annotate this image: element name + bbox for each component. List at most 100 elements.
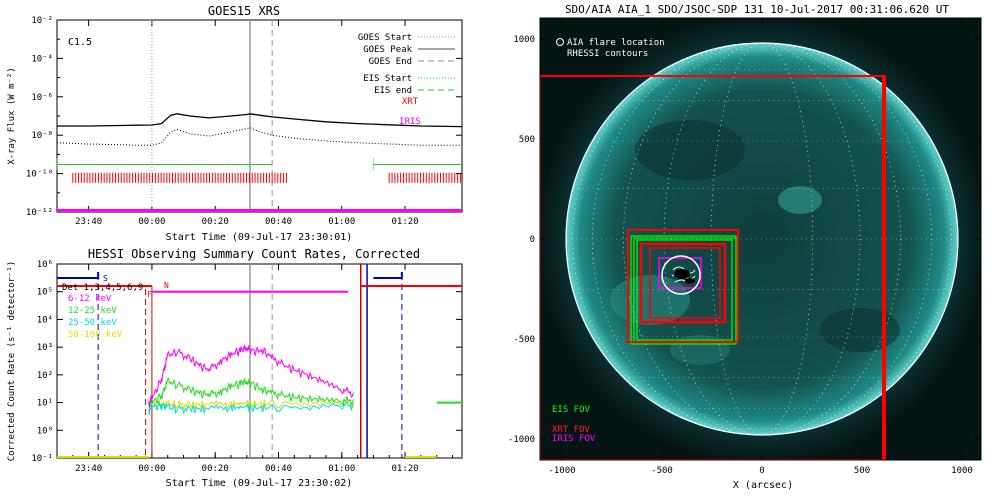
aia-y-tick-label: -1000 — [508, 435, 535, 445]
hessi-y-tick-label: 10⁵ — [37, 288, 53, 298]
hessi-flag-n: N — [164, 281, 169, 290]
aia-disk-features — [610, 120, 900, 365]
hessi-x-tick-label: 00:00 — [138, 464, 165, 474]
hessi-y-tick-label: 10⁴ — [37, 315, 53, 325]
hessi-y-tick-label: 10¹ — [37, 399, 53, 409]
iris-fov-label: IRIS FOV — [552, 434, 596, 444]
aia-y-tick-label: 1000 — [513, 35, 535, 45]
hessi-band-legend: 6-12 keV 12-25 keV 25-50 keV 50-100 keV — [68, 294, 123, 340]
goes-y-tick-label: 10⁻⁶ — [31, 93, 53, 103]
hessi-ylabel: Corrected Count Rate (s⁻¹ detector⁻¹) — [7, 261, 17, 461]
goes-x-tick-label: 01:00 — [328, 217, 355, 227]
hessi-y-tick-label: 10⁻¹ — [31, 454, 53, 464]
aia-x-tick-label: 0 — [759, 466, 764, 476]
hessi-detector-label: Det 1,3,4,5,6,9 — [62, 283, 143, 293]
hessi-x-tick-label: 01:00 — [328, 464, 355, 474]
hessi-x-tick-label: 23:40 — [75, 464, 102, 474]
hessi-y-axis: 10⁻¹ 10⁰ 10¹ 10² 10³ 10⁴ 10⁵ 10⁶ — [31, 260, 462, 464]
goes-plot-area — [56, 20, 463, 212]
aia-y-tick-label: 500 — [519, 135, 535, 145]
aia-panel: SDO/AIA AIA_1 SDO/JSOC-SDP 131 10-Jul-20… — [508, 3, 982, 491]
hessi-band-label: 50-100 keV — [68, 330, 123, 340]
hessi-band-label: 25-50 keV — [68, 318, 117, 328]
goes-y-tick-label: 10⁻¹² — [26, 208, 53, 218]
hessi-series-12-25-keV — [148, 377, 354, 410]
goes-class-label: C1.5 — [68, 37, 92, 48]
goes-legend-xrt: XRT — [402, 97, 419, 107]
goes-long-channel-line — [57, 113, 463, 128]
rhessi-contour-core — [674, 269, 695, 284]
hessi-plot-frame — [56, 263, 463, 459]
hessi-x-tick-label: 01:20 — [392, 464, 419, 474]
goes-x-tick-label: 01:20 — [392, 217, 419, 227]
hessi-y-tick-label: 10⁰ — [37, 426, 53, 436]
goes-xlabel: Start Time (09-Jul-17 23:30:01) — [166, 232, 353, 243]
hessi-x-tick-label: 00:40 — [265, 464, 292, 474]
aia-x-tick-label: -1000 — [548, 466, 575, 476]
eis-fov-box-3 — [636, 239, 733, 341]
hessi-flag-f: F — [147, 290, 152, 299]
aia-xlabel: X (arcsec) — [733, 480, 793, 491]
hessi-y-tick-label: 10² — [37, 371, 53, 381]
aia-x-tick-label: 500 — [854, 466, 870, 476]
hessi-band-label: 12-25 keV — [68, 306, 117, 316]
goes-x-tick-label: 00:20 — [202, 217, 229, 227]
hessi-series-6-12-keV — [148, 344, 354, 407]
aia-x-axis: -1000 -500 0 500 1000 — [548, 18, 973, 476]
goes-legend-iris: IRIS — [399, 117, 421, 127]
hessi-plot-area — [57, 264, 462, 458]
aia-x-tick-label: 1000 — [951, 466, 973, 476]
aia-title: SDO/AIA AIA_1 SDO/JSOC-SDP 131 10-Jul-20… — [565, 3, 949, 16]
aia-y-tick-label: -500 — [513, 335, 535, 345]
aia-legend-circle-icon — [556, 38, 564, 46]
xrt-fov-box-2 — [627, 229, 739, 343]
aia-legend-flare: AIA flare location — [567, 38, 665, 48]
goes-panel: GOES15 XRS C1.5 X-ray Flux (W m⁻²) Start… — [7, 4, 463, 243]
xrt-fov-box-3 — [639, 242, 727, 324]
goes-y-tick-label: 10⁻⁴ — [31, 54, 53, 64]
goes-legend: GOES Start GOES Peak GOES End EIS Start EIS … — [358, 33, 455, 127]
aia-limb-circle — [565, 42, 959, 436]
aia-legend-rhessi: RHESSI contours — [567, 49, 648, 59]
xrt-fov-box-4 — [649, 247, 721, 319]
goes-y-axis: 10⁻¹² 10⁻¹⁰ 10⁻⁸ 10⁻⁶ 10⁻⁴ 10⁻² — [26, 16, 462, 218]
hessi-xlabel: Start Time (09-Jul-17 23:30:02) — [166, 478, 353, 489]
goes-legend-label: GOES Peak — [363, 45, 412, 55]
hessi-flag-s: S — [103, 274, 108, 283]
aia-image — [540, 18, 981, 460]
goes-legend-label: EIS end — [374, 86, 412, 96]
xrt-fov-label: XRT FOV — [552, 425, 591, 435]
iris-fov-box — [658, 257, 702, 289]
hessi-panel: HESSI Observing Summary Count Rates, Cor… — [7, 247, 463, 489]
goes-title: GOES15 XRS — [208, 4, 280, 18]
hessi-y-tick-label: 10³ — [37, 343, 53, 353]
goes-ylabel: X-ray Flux (W m⁻²) — [7, 67, 17, 165]
goes-short-channel-line — [56, 127, 462, 146]
aia-y-axis: 1000 500 0 -500 -1000 — [508, 35, 981, 445]
hessi-title: HESSI Observing Summary Count Rates, Cor… — [88, 247, 420, 261]
aia-y-tick-label: 0 — [530, 235, 535, 245]
goes-x-tick-label: 00:40 — [265, 217, 292, 227]
hessi-saa-flag-bar-2 — [373, 272, 403, 279]
eis-fov-label: EIS FOV — [552, 405, 591, 415]
goes-y-tick-label: 10⁻⁸ — [31, 131, 53, 141]
xrt-fov-edge — [882, 76, 886, 460]
goes-y-tick-label: 10⁻² — [31, 16, 53, 26]
hessi-x-axis: 23:40 00:00 00:20 00:40 01:00 01:20 — [56, 264, 454, 474]
aia-longitude-line — [663, 42, 861, 436]
goes-y-tick-label: 10⁻¹⁰ — [26, 170, 53, 180]
hessi-x-tick-label: 00:20 — [202, 464, 229, 474]
goes-legend-label: EIS Start — [363, 74, 412, 84]
goes-legend-label: GOES Start — [358, 33, 412, 43]
goes-legend-label: GOES End — [369, 57, 412, 67]
goes-x-tick-label: 23:40 — [75, 217, 102, 227]
hessi-band-label: 6-12 keV — [68, 294, 112, 304]
aia-x-tick-label: -500 — [651, 466, 673, 476]
hessi-y-tick-label: 10⁶ — [37, 260, 53, 270]
goes-x-tick-label: 00:00 — [138, 217, 165, 227]
hessi-saa-flag-bar — [57, 272, 100, 279]
hessi-series-25-50-keV — [148, 400, 354, 416]
aia-flare-location-circle — [661, 255, 701, 295]
